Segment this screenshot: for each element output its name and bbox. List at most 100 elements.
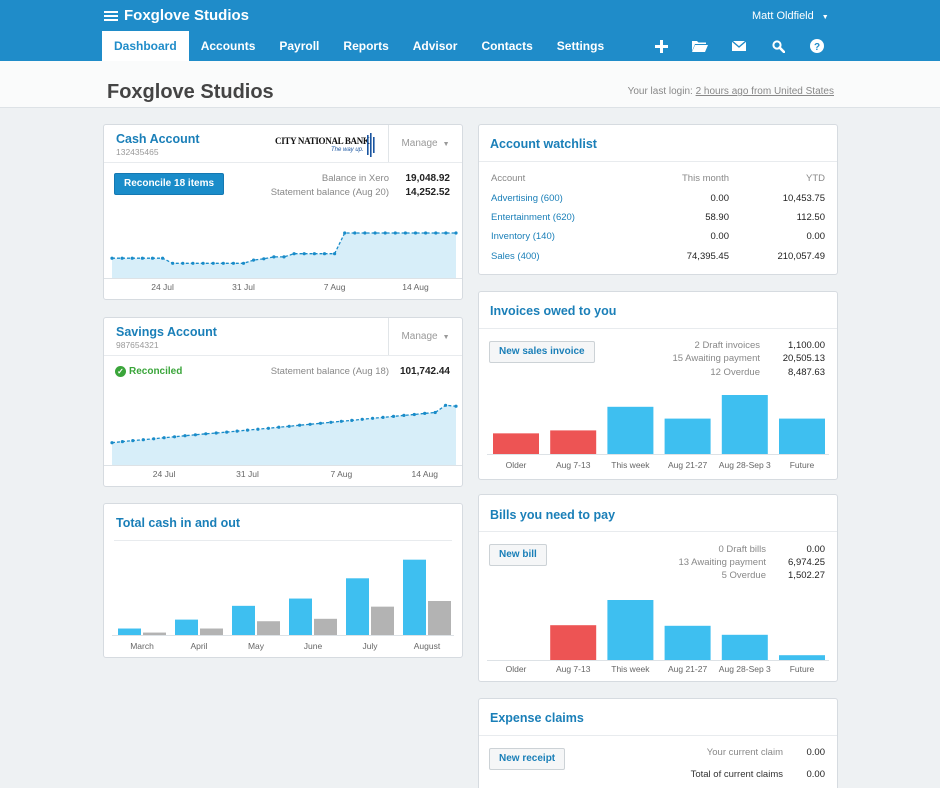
chart-point xyxy=(360,417,364,421)
cash-account-card: Cash Account 132435465 CITY NATIONAL BAN… xyxy=(103,124,463,300)
chart-point xyxy=(412,412,416,417)
savings-account-title[interactable]: Savings Account xyxy=(116,325,217,339)
bar xyxy=(779,655,825,660)
chart-point xyxy=(353,231,357,235)
chart-point xyxy=(350,418,354,422)
nav-settings[interactable]: Settings xyxy=(556,39,605,53)
chart-point xyxy=(214,431,218,435)
user-menu[interactable]: Matt Oldfield ▼ xyxy=(752,10,829,22)
bar-cash-in xyxy=(403,559,426,635)
chart-point xyxy=(221,261,225,265)
checkmark-icon: ✓ xyxy=(115,366,126,377)
savings-account-card: Savings Account 987654321 Manage ▼ ✓ Recon… xyxy=(103,317,463,487)
search-icon[interactable] xyxy=(765,36,791,56)
statement-label: Statement balance (Aug 18) xyxy=(270,366,389,377)
x-tick-label: Aug 21-27 xyxy=(668,664,707,674)
awaiting-payment-link[interactable]: 13 Awaiting payment xyxy=(678,557,767,568)
chart-point xyxy=(225,430,229,434)
new-bill-button[interactable]: New bill xyxy=(489,544,547,566)
nav-reports[interactable]: Reports xyxy=(343,39,389,53)
last-login-label: Your last login: xyxy=(627,86,696,97)
nav-advisor[interactable]: Advisor xyxy=(412,39,458,53)
bank-logo: CITY NATIONAL BANK The way up. xyxy=(275,133,379,157)
cash-account-number: 132435465 xyxy=(116,147,159,157)
reconciled-label: Reconciled xyxy=(129,366,183,377)
chart-point xyxy=(371,416,375,420)
savings-manage-dropdown[interactable]: Manage ▼ xyxy=(388,318,462,355)
new-sales-invoice-button[interactable]: New sales invoice xyxy=(489,341,595,363)
chart-point xyxy=(181,261,185,265)
chart-point xyxy=(211,261,215,265)
total-cash-title[interactable]: Total cash in and out xyxy=(116,516,241,530)
overdue-link[interactable]: 5 Overdue xyxy=(721,570,766,581)
watchlist-account-link[interactable]: Advertising (600) xyxy=(491,193,563,204)
nav-contacts[interactable]: Contacts xyxy=(481,39,533,53)
chart-point xyxy=(308,422,312,426)
chart-point xyxy=(131,439,135,443)
chart-area xyxy=(112,233,456,278)
awaiting-payment-link[interactable]: 15 Awaiting payment xyxy=(672,353,761,364)
watchlist-account-link[interactable]: Sales (400) xyxy=(491,251,540,262)
x-tick-label: Older xyxy=(506,460,527,470)
expense-claims-card: Expense claims New receipt Your current … xyxy=(478,698,838,788)
chart-point xyxy=(444,403,448,407)
overdue-link[interactable]: 12 Overdue xyxy=(710,367,760,378)
page-header: Foxglove Studios Your last login: 2 hour… xyxy=(0,61,940,108)
x-tick-label: 31 Jul xyxy=(232,282,255,292)
mail-icon[interactable] xyxy=(726,36,752,56)
watchlist-ytd: 210,057.49 xyxy=(777,251,825,262)
nav-payroll[interactable]: Payroll xyxy=(279,39,320,53)
cash-manage-dropdown[interactable]: Manage ▼ xyxy=(388,125,462,162)
draft-invoices-link[interactable]: 2 Draft invoices xyxy=(694,340,760,351)
savings-manage-label: Manage xyxy=(401,331,438,342)
chart-point xyxy=(391,414,396,418)
nav-icons: ? xyxy=(648,36,843,56)
x-tick-label: Aug 28-Sep 3 xyxy=(719,460,771,470)
reconcile-button[interactable]: Reconcile 18 items xyxy=(114,173,225,195)
expense-claims-title[interactable]: Expense claims xyxy=(490,711,584,725)
watchlist-account-link[interactable]: Inventory (140) xyxy=(491,231,555,242)
chart-point xyxy=(413,231,418,235)
chart-point xyxy=(141,438,145,442)
x-tick-label: 7 Aug xyxy=(324,282,346,292)
total-claims-value: 0.00 xyxy=(806,769,826,780)
help-icon[interactable]: ? xyxy=(804,36,830,56)
chart-point xyxy=(329,420,333,424)
watchlist-title[interactable]: Account watchlist xyxy=(490,137,597,151)
last-login-link[interactable]: 2 hours ago from United States xyxy=(695,86,834,97)
chart-area xyxy=(112,405,456,465)
new-receipt-button[interactable]: New receipt xyxy=(489,748,566,770)
bar xyxy=(721,634,768,660)
folder-icon[interactable] xyxy=(687,36,713,56)
cash-account-title[interactable]: Cash Account xyxy=(116,132,200,146)
last-login: Your last login: 2 hours ago from United… xyxy=(628,86,834,97)
x-tick-label: July xyxy=(362,641,378,651)
x-tick-label: Aug 7-13 xyxy=(556,664,591,674)
org-switcher[interactable]: Foxglove Studios xyxy=(104,7,249,24)
chevron-down-icon: ▼ xyxy=(821,14,829,21)
bar-cash-in xyxy=(118,628,141,635)
watchlist-ytd: 10,453.75 xyxy=(782,193,825,204)
bank-logo-tagline: The way up. xyxy=(331,147,364,153)
nav-accounts[interactable]: Accounts xyxy=(200,39,256,53)
plus-icon[interactable] xyxy=(648,36,674,56)
cash-balance-chart: 24 Jul 31 Jul 7 Aug 14 Aug xyxy=(104,231,462,292)
chart-point xyxy=(204,432,208,436)
chart-point xyxy=(120,256,124,260)
watchlist-account-link[interactable]: Entertainment (620) xyxy=(491,212,575,223)
invoices-title[interactable]: Invoices owed to you xyxy=(490,304,617,318)
chevron-down-icon: ▼ xyxy=(442,334,450,341)
main-nav: Dashboard Accounts Payroll Reports Advis… xyxy=(102,31,616,61)
x-tick-label: August xyxy=(414,641,441,651)
x-tick-label: June xyxy=(304,641,323,651)
draft-invoices-value: 1,100.00 xyxy=(788,340,825,351)
chart-point xyxy=(110,256,114,260)
draft-bills-link[interactable]: 0 Draft bills xyxy=(718,544,766,555)
invoices-chart: Older Aug 7-13 This week Aug 21-27 Aug 28-Se… xyxy=(487,395,829,470)
chart-point xyxy=(318,421,323,425)
x-tick-label: March xyxy=(130,641,154,651)
draft-bills-value: 0.00 xyxy=(806,544,826,555)
bar xyxy=(607,406,654,454)
bills-title[interactable]: Bills you need to pay xyxy=(490,508,616,522)
nav-dashboard[interactable]: Dashboard xyxy=(102,31,189,61)
